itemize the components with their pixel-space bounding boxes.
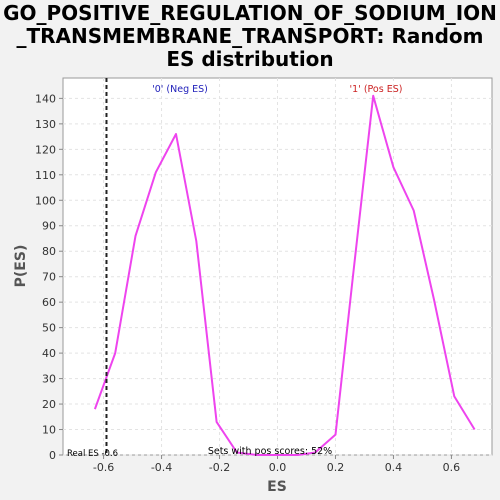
- axes: 0 10 20 30 40 50 60 70 80 90 100 110 120 130 140 -0.6 -0…: [35, 92, 460, 474]
- y-tick-label: 110: [35, 169, 56, 182]
- y-tick-label: 10: [42, 424, 56, 437]
- y-tick-label: 70: [42, 271, 56, 284]
- x-tick-label: 0.2: [327, 461, 345, 474]
- chart-title-line-1: GO_POSITIVE_REGULATION_OF_SODIUM_ION: [3, 1, 497, 25]
- y-axis-label: P(ES): [13, 245, 29, 288]
- y-tick-label: 30: [42, 373, 56, 386]
- real-es-label: Real ES -0.6: [67, 449, 118, 459]
- x-tick-label: -0.6: [93, 461, 114, 474]
- y-tick-label: 100: [35, 194, 56, 207]
- y-tick-label: 60: [42, 296, 56, 309]
- chart-title: GO_POSITIVE_REGULATION_OF_SODIUM_ION _TR…: [0, 2, 500, 71]
- neg-es-label: '0' (Neg ES): [152, 84, 208, 95]
- y-tick-label: 130: [35, 118, 56, 131]
- y-tick-label: 140: [35, 92, 56, 105]
- chart-title-line-3: ES distribution: [166, 47, 334, 71]
- x-tick-label: 0.6: [443, 461, 461, 474]
- pos-scores-label: Sets with pos scores: 52%: [208, 446, 332, 457]
- grid-lines: [63, 78, 492, 456]
- chart-title-line-2: _TRANSMEMBRANE_TRANSPORT: Random: [16, 24, 484, 48]
- y-tick-label: 50: [42, 322, 56, 335]
- y-tick-label: 90: [42, 220, 56, 233]
- y-tick-label: 40: [42, 347, 56, 360]
- series-group: [93, 94, 476, 456]
- x-axis-label: ES: [267, 479, 287, 495]
- y-tick-label: 20: [42, 398, 56, 411]
- y-tick-label: 0: [49, 449, 56, 462]
- x-tick-label: 0.0: [269, 461, 287, 474]
- x-tick-label: -0.4: [151, 461, 172, 474]
- x-tick-label: 0.4: [385, 461, 403, 474]
- pos-es-label: '1' (Pos ES): [350, 84, 403, 95]
- es-distribution-line: [93, 94, 476, 456]
- x-tick-label: -0.2: [209, 461, 230, 474]
- y-tick-label: 80: [42, 245, 56, 258]
- y-tick-label: 120: [35, 143, 56, 156]
